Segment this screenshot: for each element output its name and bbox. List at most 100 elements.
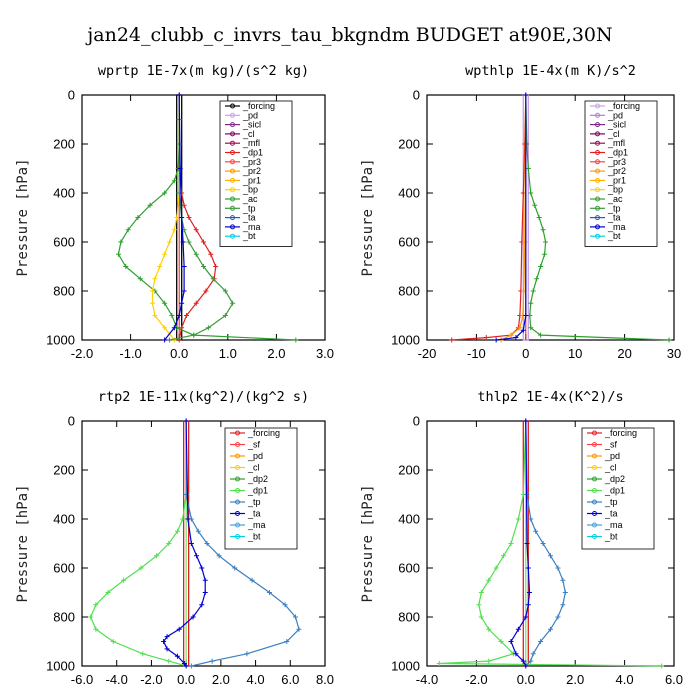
legend-marker: [595, 187, 600, 193]
y-axis-label: Pressure [hPa]: [15, 484, 31, 602]
data-point: [548, 553, 553, 559]
data-point: [532, 202, 538, 208]
data-point: [166, 239, 172, 245]
x-tick-label: 2.0: [566, 672, 584, 687]
y-tick-label: 200: [398, 463, 420, 478]
legend-marker: [230, 140, 235, 146]
data-point: [105, 590, 111, 595]
y-tick-label: 800: [398, 610, 420, 625]
y-tick-label: 600: [53, 561, 75, 576]
data-point: [181, 288, 187, 294]
legend-entry: _tp: [242, 203, 256, 213]
data-point: [199, 602, 205, 608]
data-point: [230, 300, 236, 306]
y-tick-label: 1000: [46, 333, 75, 348]
legend-entry: _tp: [607, 203, 621, 213]
x-tick-label: -2.0: [71, 346, 93, 361]
data-point: [179, 300, 185, 306]
data-point: [209, 658, 215, 664]
legend-entry: _sf: [604, 440, 618, 450]
data-point: [166, 658, 172, 664]
legend-marker: [230, 112, 235, 118]
data-point: [542, 251, 548, 257]
data-point: [540, 227, 546, 233]
legend-entry: _dp1: [247, 486, 268, 496]
data-point: [493, 337, 499, 343]
legend-entry: _dp1: [242, 148, 263, 158]
data-point: [186, 239, 192, 245]
data-point: [222, 288, 228, 294]
x-tick-label: 3.0: [316, 346, 334, 361]
data-point: [524, 541, 530, 546]
data-point: [523, 92, 529, 98]
data-point: [161, 639, 167, 644]
data-point: [93, 626, 99, 632]
data-point: [513, 651, 519, 657]
legend-marker: [235, 499, 240, 505]
data-point: [162, 190, 168, 196]
data-point: [154, 553, 160, 559]
x-tick-label: -4.0: [416, 672, 438, 687]
y-tick-label: 200: [53, 463, 75, 478]
data-point: [149, 300, 155, 306]
legend-marker: [230, 150, 235, 155]
legend-marker: [595, 103, 600, 109]
legend-marker: [595, 177, 600, 183]
x-tick-label: 0.0: [517, 672, 535, 687]
legend-marker: [592, 453, 597, 459]
data-point: [525, 166, 531, 171]
legend-entry: _forcing: [242, 101, 275, 111]
x-tick-label: 4.0: [616, 672, 634, 687]
series-line-tp: [185, 421, 300, 667]
data-point: [538, 332, 544, 338]
data-point: [201, 264, 206, 269]
legend-marker: [595, 159, 600, 165]
legend-entry: _tp: [604, 497, 618, 507]
data-point: [520, 327, 526, 333]
data-point: [523, 418, 529, 424]
legend-entry: _dp1: [604, 486, 625, 496]
x-tick-label: 0.0: [177, 672, 195, 687]
y-tick-label: 600: [398, 235, 420, 250]
x-tick-label: 30: [667, 346, 681, 361]
data-point: [199, 565, 205, 571]
legend-marker: [592, 511, 597, 516]
x-tick-label: -1.0: [119, 346, 141, 361]
series-line-ta: [164, 94, 185, 341]
panel-title: rtp2 1E-11x(kg^2)/(kg^2 s): [98, 389, 309, 405]
data-point: [149, 288, 155, 294]
data-point: [533, 528, 539, 534]
data-point: [538, 639, 544, 644]
legend-entry: _ma: [604, 520, 623, 530]
data-point: [152, 276, 158, 282]
y-tick-label: 400: [53, 186, 75, 201]
legend-marker: [592, 465, 597, 470]
data-point: [530, 651, 536, 657]
y-axis-label: Pressure [hPa]: [15, 158, 31, 276]
y-tick-label: 200: [398, 137, 420, 152]
legend-entry: _pd: [242, 110, 258, 120]
data-point: [110, 639, 116, 644]
legend-box: [219, 100, 293, 247]
legend-entry: _sicl: [607, 120, 626, 130]
data-point: [292, 614, 298, 620]
data-point: [118, 239, 124, 245]
y-tick-label: 800: [53, 284, 75, 299]
data-point: [523, 614, 529, 620]
y-tick-label: 800: [53, 610, 75, 625]
data-point: [508, 332, 514, 338]
data-point: [555, 614, 561, 620]
data-point: [181, 202, 187, 208]
data-point: [135, 215, 141, 220]
legend: _forcing _sf_pd _cl_dp2 _dp1_tp _ta_ma _bt: [224, 427, 298, 550]
legend-entry: _pd: [607, 110, 623, 120]
y-tick-label: 0: [413, 88, 420, 103]
x-tick-label: 0.0: [170, 346, 188, 361]
legend-entry: _pr2: [607, 166, 626, 176]
data-point: [152, 313, 158, 318]
legend-marker: [595, 233, 600, 239]
data-point: [188, 541, 194, 546]
data-point: [562, 590, 568, 595]
legend-marker: [235, 442, 240, 447]
